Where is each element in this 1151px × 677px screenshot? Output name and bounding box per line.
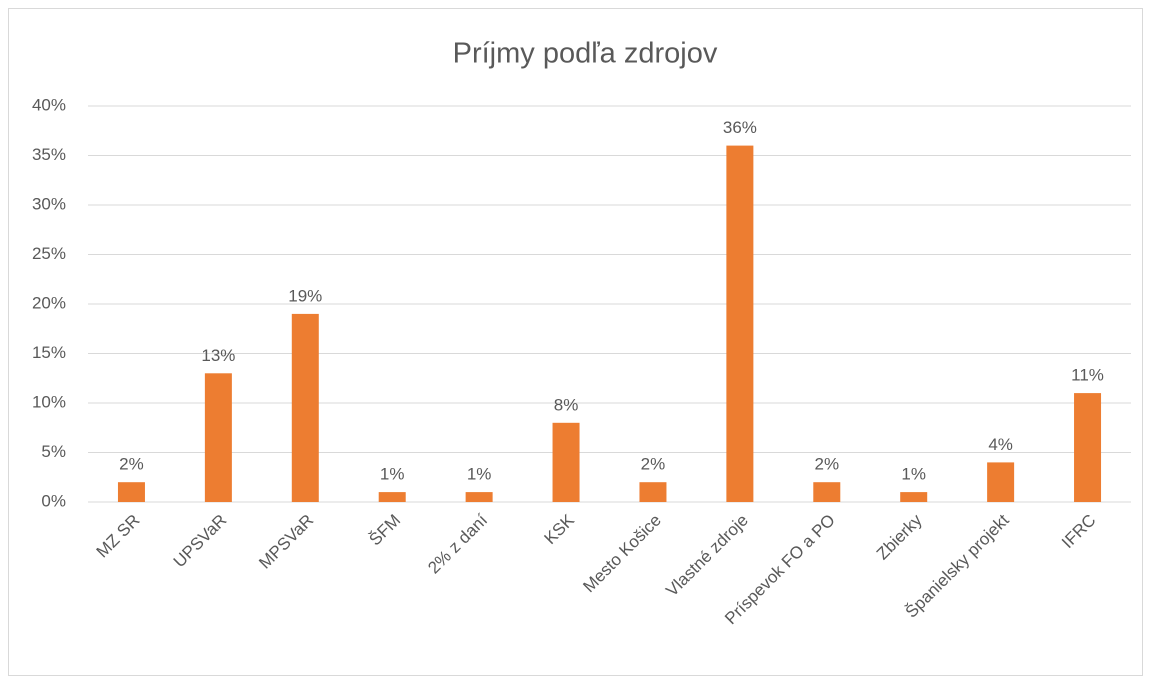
bar — [813, 482, 841, 502]
data-label: 11% — [1071, 366, 1104, 385]
data-label: 1% — [380, 465, 405, 484]
y-tick-label: 20% — [32, 293, 66, 312]
chart-border — [8, 8, 1143, 676]
data-label: 1% — [467, 465, 492, 484]
y-tick-label: 10% — [32, 392, 66, 411]
y-tick-label: 5% — [41, 442, 66, 461]
data-label: 2% — [119, 455, 144, 474]
bar — [117, 482, 145, 502]
y-tick-label: 35% — [32, 145, 66, 164]
data-label: 2% — [641, 455, 666, 474]
bar — [900, 492, 928, 502]
bar — [987, 462, 1015, 502]
y-tick-label: 30% — [32, 194, 66, 213]
y-tick-label: 40% — [32, 95, 66, 114]
bar — [378, 492, 406, 502]
bar — [1074, 393, 1102, 502]
data-label: 8% — [554, 395, 579, 414]
y-tick-label: 15% — [32, 343, 66, 362]
data-label: 1% — [901, 465, 926, 484]
bar — [291, 313, 319, 502]
bar — [639, 482, 667, 502]
data-label: 19% — [288, 286, 322, 305]
bar — [204, 373, 232, 502]
bar — [552, 422, 580, 502]
chart-title: Príjmy podľa zdrojov — [453, 38, 718, 70]
data-label: 36% — [723, 118, 757, 137]
data-label: 4% — [988, 435, 1013, 454]
y-tick-label: 25% — [32, 244, 66, 263]
data-label: 13% — [201, 346, 235, 365]
bar — [465, 492, 493, 502]
y-tick-label: 0% — [41, 491, 66, 510]
data-label: 2% — [815, 455, 840, 474]
bar — [726, 145, 754, 502]
